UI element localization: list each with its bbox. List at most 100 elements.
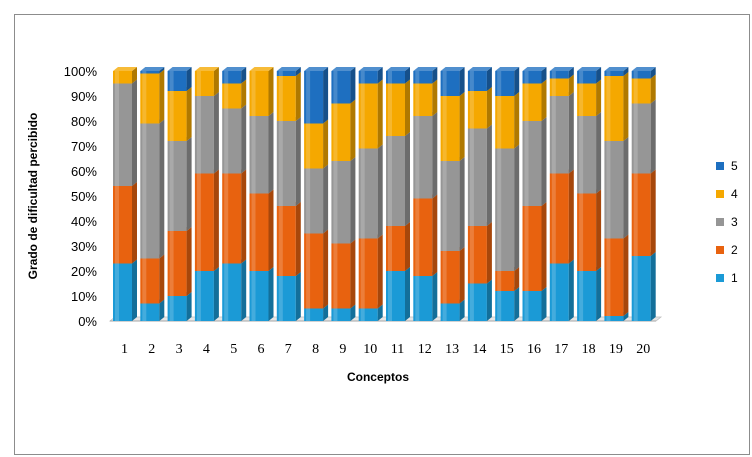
bar-segment-highlight [606,141,611,239]
x-tick-label: 10 [363,342,377,357]
bar-segment-highlight [142,73,147,124]
legend-item-2: 2 [716,243,738,257]
bar-segment-6-series-4 [249,71,269,116]
bar-segment-side-19-series-1 [623,312,629,321]
y-tick-label: 50% [71,189,97,204]
bar-segment-side-17-series-3 [568,92,574,174]
bar-segment-side-5-series-3 [241,104,247,174]
bar-segment-side-5-series-2 [241,169,247,264]
bar-segment-highlight [196,173,201,271]
bar-segment-side-16-series-5 [541,67,547,84]
bar-segment-highlight [579,193,584,271]
bar-segment-side-17-series-1 [568,259,574,321]
x-tick-label: 14 [472,342,486,357]
bar-segment-9-series-2 [331,243,351,309]
bar-segment-highlight [115,186,119,264]
bar-segment-1-series-2 [113,186,132,264]
y-tick-label: 30% [71,239,97,254]
bar-segment-highlight [306,308,311,321]
legend-item-3: 3 [716,215,738,229]
bar-segment-highlight [442,71,447,96]
bar-segment-highlight [333,161,338,244]
bar-segment-highlight [306,233,311,309]
bar-segment-highlight [551,263,556,321]
bar-segment-13-series-5 [440,71,460,96]
bar-segment-side-15-series-2 [514,267,520,291]
bar-segment-4-series-3 [194,96,214,174]
bar-segment-highlight [333,103,338,161]
bar-segment-highlight [360,238,365,309]
bar-segment-side-20-series-2 [650,169,656,256]
bar-segment-highlight [333,243,338,309]
y-tick-label: 10% [71,289,97,304]
bar-segment-side-13-series-5 [459,67,465,96]
x-tick-label: 13 [445,342,459,357]
bar-segment-side-7-series-5 [295,67,301,76]
bar-segment-highlight [388,71,392,84]
bar-segment-9-series-5 [331,71,351,104]
bar-segment-side-8-series-4 [323,119,329,169]
bar-segment-top-15-series-5 [495,67,520,71]
bar-segment-highlight [306,71,311,124]
x-tick-label: 12 [418,342,432,357]
bar-segment-16-series-5 [522,71,542,84]
bar-segment-side-12-series-5 [432,67,438,84]
bar-segment-2-series-1 [140,303,160,321]
bar-segment-side-16-series-3 [541,117,547,206]
bar-segment-16-series-2 [522,206,542,291]
bar-segment-highlight [306,168,311,234]
bar-segment-highlight [278,121,283,206]
bar-stack-4 [194,67,219,321]
bar-segment-14-series-2 [467,226,487,284]
bar-segment-14-series-4 [467,91,487,129]
bar-segment-12-series-1 [413,276,433,321]
y-tick-label: 40% [71,214,97,229]
bar-segment-top-16-series-5 [522,67,547,71]
x-tick-label: 2 [148,342,155,357]
bar-stack-5 [222,67,247,321]
bar-segment-highlight [442,251,447,304]
bar-segment-9-series-4 [331,103,351,161]
bar-segment-3-series-3 [167,141,187,231]
bar-segment-highlight [606,316,611,321]
bar-segment-3-series-1 [167,296,187,321]
bar-segment-highlight [224,83,229,109]
bar-segment-10-series-5 [358,71,378,84]
bar-segment-17-series-4 [549,78,569,96]
bar-stack-7 [276,67,301,321]
bar-segment-3-series-2 [167,231,187,296]
bar-segment-9-series-1 [331,308,351,321]
legend-swatch [716,190,724,198]
legend-label: 4 [731,187,738,201]
bar-segment-19-series-4 [604,76,624,141]
bar-segment-17-series-1 [549,263,569,321]
bar-segment-side-17-series-5 [568,67,574,79]
bar-segment-20-series-4 [631,78,651,104]
bar-segment-11-series-3 [386,136,405,226]
bar-segment-side-16-series-2 [541,202,547,291]
bar-segment-7-series-2 [276,206,296,276]
bar-segment-top-3-series-5 [167,67,192,71]
bar-segment-highlight [415,71,420,84]
bar-segment-side-9-series-1 [350,304,356,321]
y-axis-title: Grado de dificultad percibido [26,113,40,280]
bar-segment-5-series-1 [222,263,242,321]
bar-segment-19-series-5 [604,71,624,76]
bar-segment-highlight [415,116,420,199]
bar-segment-side-2-series-2 [159,254,165,304]
bar-segment-3-series-4 [167,91,187,141]
bar-segment-highlight [333,71,338,104]
bar-segment-side-14-series-5 [486,67,492,91]
bar-segment-highlight [169,231,174,296]
x-tick-label: 16 [527,342,541,357]
bar-segment-highlight [169,296,174,321]
bar-segment-side-18-series-3 [596,112,602,194]
legend-swatch [716,274,724,282]
bar-segment-side-4-series-3 [213,92,219,174]
bar-segment-highlight [278,76,283,121]
bar-segment-3-series-5 [167,71,187,91]
bar-segment-18-series-2 [577,193,597,271]
bar-segment-highlight [388,271,392,321]
y-tick-label: 90% [71,89,97,104]
